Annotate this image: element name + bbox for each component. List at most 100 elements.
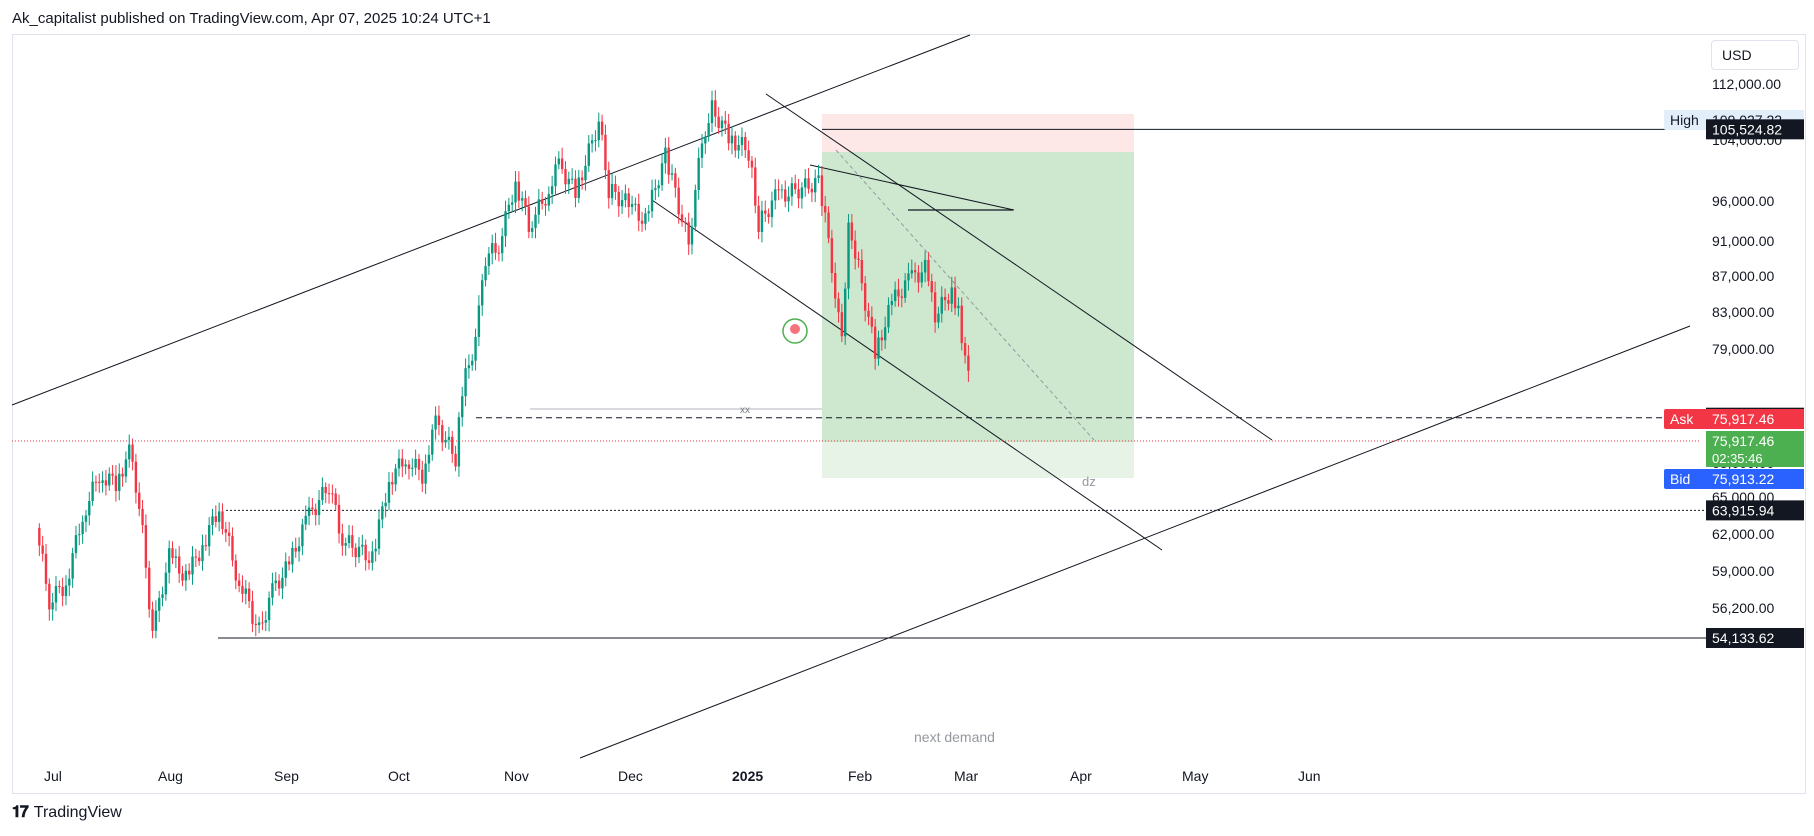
level-value-0: 105,524.82 [1712,121,1782,137]
candle-body [81,521,84,535]
candle-body [244,588,247,594]
candle-body [441,425,444,443]
x-tick-label: Feb [848,768,872,784]
candle-body [867,310,870,317]
candle-body [784,189,787,202]
candle-body [138,492,141,509]
candle-body [827,212,830,239]
candle-body [401,458,404,467]
candle-body [98,481,101,483]
candle-body [780,189,784,191]
candle-body [930,281,933,293]
candle-body [640,220,644,224]
x-tick-label: Sep [274,768,299,784]
candle-body [584,165,587,181]
candle-body [341,533,344,546]
candle-body [937,313,940,323]
candle-body [507,204,511,212]
candle-body [324,486,327,494]
candle-body [740,137,744,145]
candle-body [960,305,963,344]
candle-body [121,473,124,477]
candle-body [194,556,198,558]
candle-body [950,287,953,304]
candle-body [777,189,780,191]
candle-body [114,475,118,492]
candle-body [424,463,427,484]
candle-body [294,547,297,552]
candle-body [474,336,477,361]
candle-body [58,585,61,587]
candle-body [214,516,218,522]
candle-body [890,300,894,306]
candle-body [41,545,44,554]
candle-body [510,202,514,205]
candle-body [211,516,214,526]
bid-label: Bid [1670,471,1690,487]
candle-body [447,436,451,440]
tradingview-logo[interactable]: 𝟏𝟕 TradingView [12,804,122,822]
x-tick-label: Apr [1070,768,1092,784]
candle-body [560,158,564,169]
x-tick-label: Nov [504,768,529,784]
y-tick-label: 56,200.00 [1712,600,1774,616]
level-value-0-bg [1706,119,1804,140]
candle-body [391,481,394,485]
watermark-logo-dot [790,324,800,334]
candle-body [347,535,351,544]
candle-body [883,327,887,341]
bid-value: 75,913.22 [1712,471,1774,487]
candle-body [281,577,284,589]
candle-body [680,214,684,222]
trend-line-4 [809,164,1015,211]
candle-body [843,288,847,337]
candle-body [734,135,737,151]
candle-body [957,305,960,309]
candle-body [491,243,494,254]
x-tick-label: Jul [44,768,62,784]
candle-body [217,511,221,522]
candle-body [804,178,807,188]
candle-body [893,289,897,301]
candle-body [387,481,391,503]
candle-body [840,312,844,337]
candle-body [674,173,677,188]
annotation-next-demand: next demand [914,729,995,745]
candle-body [191,556,194,575]
x-tick-label: Jun [1298,768,1321,784]
candle-body [134,461,138,493]
candle-body [760,210,764,232]
candle-body [101,480,104,483]
candle-countdown: 02:35:46 [1712,451,1763,466]
candle-body [371,551,374,563]
candle-body [174,556,178,558]
x-tick-label: Dec [618,768,643,784]
candle-body [677,187,680,215]
candle-body [334,493,337,505]
candle-body [694,190,697,227]
candle-body [104,480,108,486]
candle-body [614,183,617,193]
candle-body [830,238,834,274]
candle-body [131,444,134,462]
candle-body [524,198,527,207]
candle-body [311,507,314,510]
candle-body [704,136,707,144]
candle-body [730,135,734,144]
candle-body [594,140,597,142]
candle-body [967,355,970,371]
candle-body [111,473,114,476]
candle-body [421,469,424,484]
candle-body [953,287,957,309]
candle-body [963,343,967,356]
candle-body [567,178,570,185]
candle-body [168,548,171,573]
trend-line-2 [651,199,1163,551]
candle-body [607,170,610,199]
annotation-dz: dz [1082,474,1096,489]
currency-button[interactable]: USD [1711,40,1799,70]
candle-body [790,183,794,197]
chart-frame[interactable] [12,34,1806,794]
x-tick-label: 2025 [732,768,763,784]
